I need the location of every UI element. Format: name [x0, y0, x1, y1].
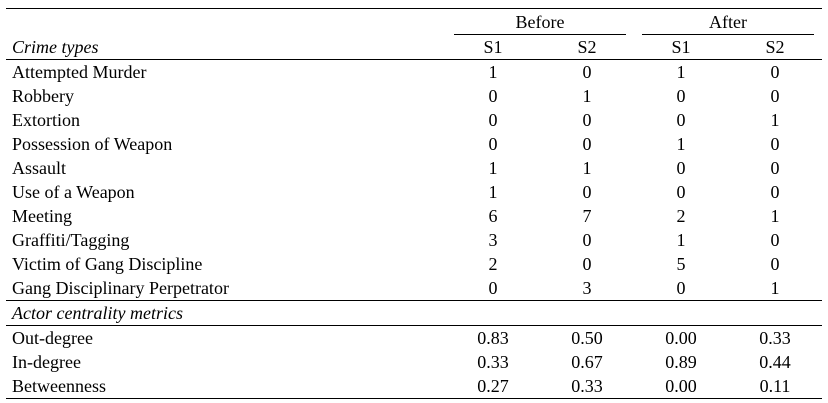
value-cell: 0 [676, 182, 686, 202]
value-cell: 0.33 [728, 325, 822, 350]
row-label: Robbery [12, 86, 74, 106]
value-cell: 1 [488, 158, 498, 178]
value-cell: 0 [582, 110, 592, 130]
value-cell: 0.00 [634, 325, 728, 350]
value-cell: 0 [770, 254, 780, 274]
value-cell: 1 [770, 110, 780, 130]
metrics-section: Actor centrality metrics [6, 300, 822, 326]
crime-table: Before After Crime types S1 S2 S1 S2 Att… [6, 10, 822, 399]
value-cell: 0 [770, 86, 780, 106]
table-row: Graffiti/Tagging 3 0 1 0 [6, 228, 822, 252]
value-cell: 1 [676, 230, 686, 250]
value-cell: 0.11 [728, 374, 822, 399]
value-cell: 0.33 [540, 374, 634, 399]
table-row: Possession of Weapon 0 0 1 0 [6, 132, 822, 156]
row-label: Graffiti/Tagging [12, 230, 130, 250]
row-label: Extortion [12, 110, 80, 130]
header-spacer [6, 10, 446, 35]
row-label: Betweenness [6, 374, 446, 399]
value-cell: 1 [446, 59, 540, 84]
value-cell: 0.33 [477, 352, 509, 372]
value-cell: 3 [582, 278, 592, 298]
value-cell: 1 [488, 182, 498, 202]
metrics-section-label: Actor centrality metrics [6, 300, 822, 326]
row-label: Possession of Weapon [12, 134, 173, 154]
value-cell: 0 [582, 254, 592, 274]
metric-rows: Out-degree 0.83 0.50 0.00 0.33 In-degree 0.33 0… [6, 325, 822, 399]
value-cell: 0.89 [665, 352, 697, 372]
value-cell: 0 [676, 86, 686, 106]
table-row: Robbery 0 1 0 0 [6, 84, 822, 108]
value-cell: 0 [728, 59, 822, 84]
group-after: After [634, 10, 822, 35]
row-label: Out-degree [6, 325, 446, 350]
table-row: In-degree 0.33 0.67 0.89 0.44 [6, 350, 822, 374]
table-row: Betweenness 0.27 0.33 0.00 0.11 [6, 374, 822, 399]
value-cell: 0 [582, 134, 592, 154]
row-label: In-degree [12, 352, 81, 372]
value-cell: 2 [488, 254, 498, 274]
row-label-header: Crime types [12, 37, 99, 57]
value-cell: 0.67 [571, 352, 603, 372]
value-cell: 0.83 [446, 325, 540, 350]
value-cell: 1 [770, 278, 780, 298]
value-cell: 0 [770, 134, 780, 154]
value-cell: 0 [676, 158, 686, 178]
value-cell: 0 [676, 110, 686, 130]
value-cell: 0 [540, 59, 634, 84]
value-cell: 0 [770, 230, 780, 250]
value-cell: 0 [582, 230, 592, 250]
table-row: Attempted Murder 1 0 1 0 [6, 59, 822, 84]
value-cell: 0.27 [446, 374, 540, 399]
group-header-row: Before After [6, 10, 822, 35]
value-cell: 2 [676, 206, 686, 226]
sub-header-cell: S2 [765, 37, 785, 57]
crime-rows: Attempted Murder 1 0 1 0 Robbery 0 1 0 0 Extortion… [6, 59, 822, 301]
value-cell: 0.00 [634, 374, 728, 399]
value-cell: 0 [676, 278, 686, 298]
value-cell: 0.44 [759, 352, 791, 372]
top-rule [6, 8, 822, 9]
value-cell: 7 [582, 206, 592, 226]
row-label: Assault [12, 158, 66, 178]
table-row: Gang Disciplinary Perpetrator 0 3 0 1 [6, 276, 822, 301]
value-cell: 1 [582, 86, 592, 106]
row-label: Use of a Weapon [12, 182, 135, 202]
table-row: Extortion 0 0 0 1 [6, 108, 822, 132]
group-before: Before [446, 10, 634, 35]
value-cell: 0 [770, 182, 780, 202]
sub-header-cell: S2 [577, 37, 597, 57]
table-row: Out-degree 0.83 0.50 0.00 0.33 [6, 325, 822, 350]
row-label: Gang Disciplinary Perpetrator [12, 278, 229, 298]
value-cell: 0 [488, 110, 498, 130]
table-row: Victim of Gang Discipline 2 0 5 0 [6, 252, 822, 276]
sub-header-cell: S1 [483, 37, 503, 57]
row-label: Meeting [12, 206, 72, 226]
row-label: Victim of Gang Discipline [12, 254, 203, 274]
value-cell: 6 [488, 206, 498, 226]
value-cell: 0 [488, 86, 498, 106]
value-cell: 0 [488, 134, 498, 154]
sub-header-cell: S1 [671, 37, 691, 57]
value-cell: 0 [488, 278, 498, 298]
value-cell: 1 [582, 158, 592, 178]
value-cell: 0 [582, 182, 592, 202]
table-row: Meeting 6 7 2 1 [6, 204, 822, 228]
sub-header-row: Crime types S1 S2 S1 S2 [6, 35, 822, 60]
value-cell: 0 [770, 158, 780, 178]
value-cell: 0.50 [540, 325, 634, 350]
value-cell: 3 [488, 230, 498, 250]
row-label: Attempted Murder [6, 59, 446, 84]
value-cell: 1 [770, 206, 780, 226]
metrics-section-row: Actor centrality metrics [6, 300, 822, 326]
table-row: Assault 1 1 0 0 [6, 156, 822, 180]
value-cell: 1 [634, 59, 728, 84]
table-row: Use of a Weapon 1 0 0 0 [6, 180, 822, 204]
value-cell: 5 [676, 254, 686, 274]
value-cell: 1 [676, 134, 686, 154]
